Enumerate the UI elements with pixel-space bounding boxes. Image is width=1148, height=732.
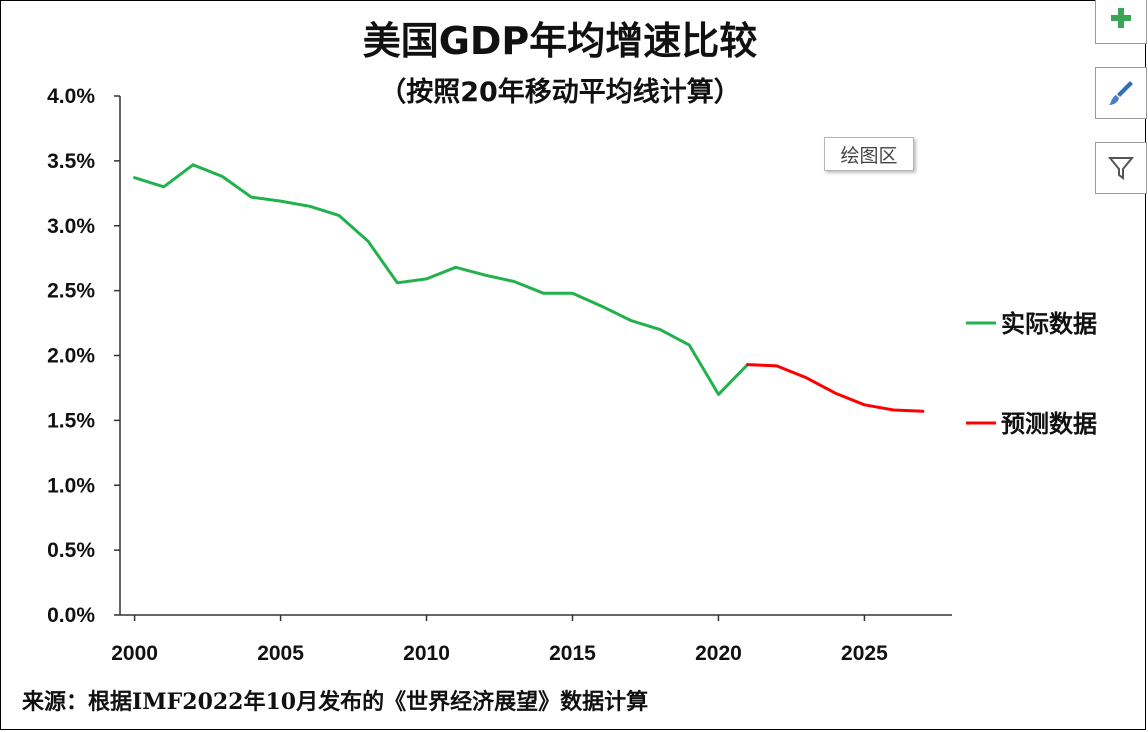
y-tick-label: 3.5% bbox=[47, 150, 95, 173]
x-tick-label: 2015 bbox=[549, 642, 596, 665]
filter-icon bbox=[1107, 157, 1135, 180]
y-tick-label: 2.0% bbox=[47, 345, 95, 368]
y-tick-label: 0.5% bbox=[47, 539, 95, 562]
plot-area-tooltip: 绘图区 bbox=[824, 137, 914, 171]
source-note: 来源：根据IMF2022年10月发布的《世界经济展望》数据计算 bbox=[22, 689, 649, 715]
chart-styles-button[interactable] bbox=[1095, 67, 1147, 119]
y-tick-label: 1.5% bbox=[47, 409, 95, 432]
x-tick-label: 2005 bbox=[257, 642, 304, 665]
y-tick-label: 4.0% bbox=[47, 85, 95, 108]
chart-filters-button[interactable] bbox=[1095, 142, 1147, 194]
y-tick-label: 0.0% bbox=[47, 604, 95, 627]
x-tick-label: 2020 bbox=[695, 642, 742, 665]
chart-title: 美国GDP年均增速比较 bbox=[362, 19, 758, 63]
x-tick-label: 2010 bbox=[403, 642, 450, 665]
series-line-1[interactable] bbox=[746, 363, 925, 413]
chart-subtitle: （按照20年移动平均线计算） bbox=[379, 77, 741, 108]
axes: 0.0% 0.5% 1.0% 1.5% 2.0% 2.5% 3.0% 3.5% 4.0% 2000… bbox=[47, 85, 952, 665]
legend-label-0: 实际数据 bbox=[1001, 310, 1097, 338]
series-line-0[interactable] bbox=[133, 163, 750, 396]
legend-label-1: 预测数据 bbox=[1001, 410, 1097, 438]
brush-icon bbox=[1109, 81, 1133, 105]
chart-elements-button[interactable] bbox=[1095, 0, 1147, 44]
y-tick-label: 1.0% bbox=[47, 474, 95, 497]
series-lines bbox=[133, 163, 925, 413]
y-tick-label: 2.5% bbox=[47, 280, 95, 303]
x-tick-label: 2000 bbox=[111, 642, 158, 665]
y-tick-label: 3.0% bbox=[47, 215, 95, 238]
x-tick-label: 2025 bbox=[841, 642, 888, 665]
plus-icon bbox=[1111, 8, 1131, 28]
